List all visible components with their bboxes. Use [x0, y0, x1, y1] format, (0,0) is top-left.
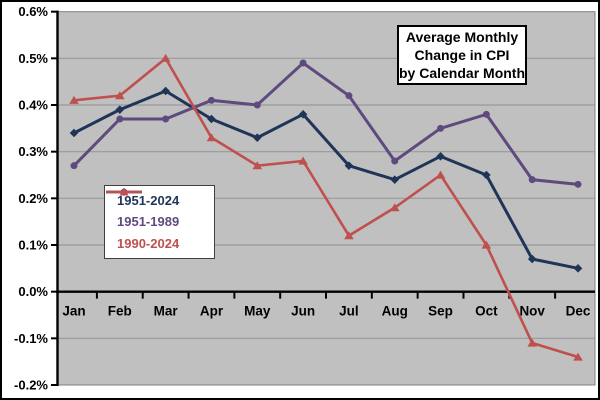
marker-1990-2024-dec [573, 352, 583, 361]
marker-1951-1989-feb [116, 115, 124, 123]
legend-item-1990-2024: 1990-2024 [106, 187, 214, 253]
series-line-1951-2024 [73, 89, 579, 270]
marker-1990-2024-jan [69, 95, 79, 104]
marker-1951-1989-mar [162, 115, 170, 123]
marker-1951-2024-nov [527, 254, 537, 264]
marker-1951-2024-mar [161, 86, 170, 96]
x-axis-label-sep: Sep [428, 304, 453, 319]
x-axis-label-jun: Jun [291, 304, 315, 319]
y-axis-label: -0.2% [14, 378, 48, 393]
x-axis-label-jul: Jul [339, 304, 359, 319]
y-axis-label: 0.1% [18, 238, 48, 253]
x-axis-label-nov: Nov [519, 304, 545, 319]
legend-label: 1951-1989 [117, 214, 180, 230]
y-axis-label: 0.2% [18, 191, 48, 206]
y-axis-label: 0.4% [18, 98, 48, 113]
chart-title-box: Average Monthly Change in CPI by Calenda… [397, 25, 527, 85]
marker-1990-2024-feb [115, 91, 125, 100]
legend-label: 1951-2024 [117, 193, 180, 209]
marker-1951-2024-oct [482, 170, 491, 180]
chart-title-line: by Calendar Month [399, 65, 526, 81]
x-axis-label-aug: Aug [382, 304, 408, 319]
marker-1951-2024-feb [115, 105, 125, 114]
legend-swatch-triangle-icon [106, 187, 142, 196]
marker-1951-2024-apr [207, 114, 216, 124]
marker-1990-2024-mar [160, 53, 171, 62]
marker-1951-1989-nov [528, 176, 536, 184]
marker-1951-2024-jan [69, 128, 79, 138]
x-axis-label-feb: Feb [108, 304, 132, 319]
marker-1951-2024-sep [436, 152, 445, 161]
marker-1951-1989-oct [482, 110, 490, 118]
marker-1951-1989-dec [574, 180, 582, 188]
marker-1990-2024-apr [206, 133, 217, 142]
marker-1951-1989-may [253, 101, 261, 109]
marker-1951-2024-aug [390, 175, 400, 184]
series-line-1990-2024 [73, 56, 579, 359]
x-axis-label-dec: Dec [566, 304, 591, 319]
marker-1990-2024-sep [435, 170, 446, 179]
marker-1990-2024-oct [481, 240, 492, 249]
marker-1990-2024-jun [298, 156, 308, 165]
legend-item-1951-1989: 1951-1989 [106, 188, 214, 232]
marker-1951-2024-dec [573, 264, 583, 273]
x-axis-label-apr: Apr [200, 304, 224, 319]
marker-1951-2024-jul [344, 161, 354, 170]
marker-1990-2024-jul [344, 231, 354, 240]
marker-1951-1989-apr [207, 96, 215, 104]
x-axis-label-oct: Oct [475, 304, 498, 319]
y-axis-label: 0.3% [18, 144, 48, 159]
legend-label: 1990-2024 [117, 235, 180, 251]
marker-1951-1989-aug [391, 157, 399, 165]
chart-title-line: Average Monthly [405, 29, 519, 45]
x-axis-label-mar: Mar [154, 304, 179, 319]
marker-1990-2024-nov [527, 338, 537, 347]
marker-1951-1989-jan [70, 162, 78, 170]
marker-1951-1989-jun [299, 59, 307, 67]
marker-1951-2024-jun [298, 110, 308, 119]
chart-title-line: Change in CPI [414, 47, 510, 63]
marker-1951-1989-sep [437, 124, 445, 132]
y-axis-label: 0.6% [18, 4, 48, 19]
marker-1990-2024-aug [389, 203, 400, 212]
series-line-1951-1989 [72, 61, 579, 186]
marker-1951-1989-jul [345, 92, 353, 100]
marker-1990-2024-may [252, 161, 263, 170]
y-axis-label: 0.0% [18, 284, 48, 299]
y-axis-label: -0.1% [14, 331, 48, 346]
y-axis-label: 0.5% [18, 51, 48, 66]
marker-1951-2024-may [252, 133, 262, 142]
x-axis-label-may: May [244, 304, 271, 319]
chart-legend: 1951-2024 1951-1989 1990-2024 [104, 185, 215, 259]
x-axis-label-jan: Jan [62, 304, 85, 319]
